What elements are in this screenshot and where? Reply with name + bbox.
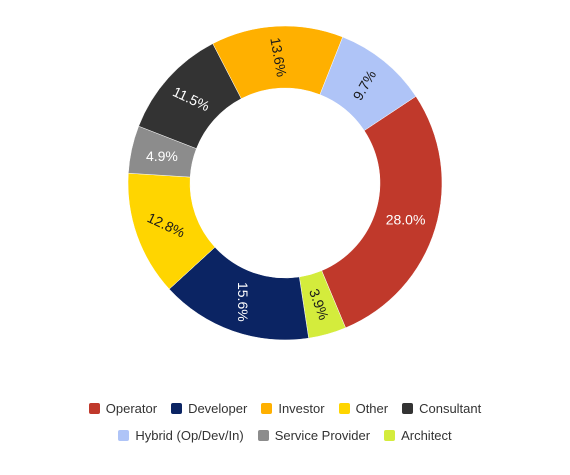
legend-swatch [402,403,414,414]
data-label-operator: 28.0% [386,212,426,228]
legend-item-architect: Architect [384,428,452,443]
legend-label: Other [355,401,389,416]
legend-label: Architect [401,428,452,443]
legend-row-2: Hybrid (Op/Dev/In) Service Provider Archit… [0,428,570,443]
legend-row-1: Operator Developer Investor Other Consultant [0,401,570,416]
legend-swatch [257,430,269,441]
slice-operator [321,95,443,329]
legend-swatch [88,403,100,414]
legend-label: Developer [188,401,248,416]
data-label-service-provider: 4.9% [146,148,178,164]
legend-item-service-provider: Service Provider [257,428,371,443]
legend-label: Service Provider [274,428,371,443]
data-label-developer: 15.6% [235,282,251,322]
legend-item-operator: Operator [88,401,158,416]
legend-item-consultant: Consultant [402,401,481,416]
legend-item-investor: Investor [261,401,325,416]
legend-swatch [171,403,183,414]
slice-hybrid-op-dev-in [319,36,417,131]
legend-item-hybrid-op-dev-in: Hybrid (Op/Dev/In) [118,428,244,443]
legend-label: Consultant [419,401,482,416]
legend-label: Investor [278,401,325,416]
data-label-investor: 13.6% [267,36,290,78]
legend-item-other: Other [338,401,389,416]
legend-swatch [118,430,130,441]
donut-chart: 28.0%3.9%15.6%12.8%4.9%11.5%13.6%9.7% [127,25,443,341]
legend-item-developer: Developer [171,401,247,416]
legend-swatch [261,403,273,414]
legend-label: Hybrid (Op/Dev/In) [135,428,244,443]
legend-label: Operator [105,401,158,416]
legend-swatch [384,430,396,441]
donut-slices [127,25,443,341]
legend-swatch [338,403,350,414]
